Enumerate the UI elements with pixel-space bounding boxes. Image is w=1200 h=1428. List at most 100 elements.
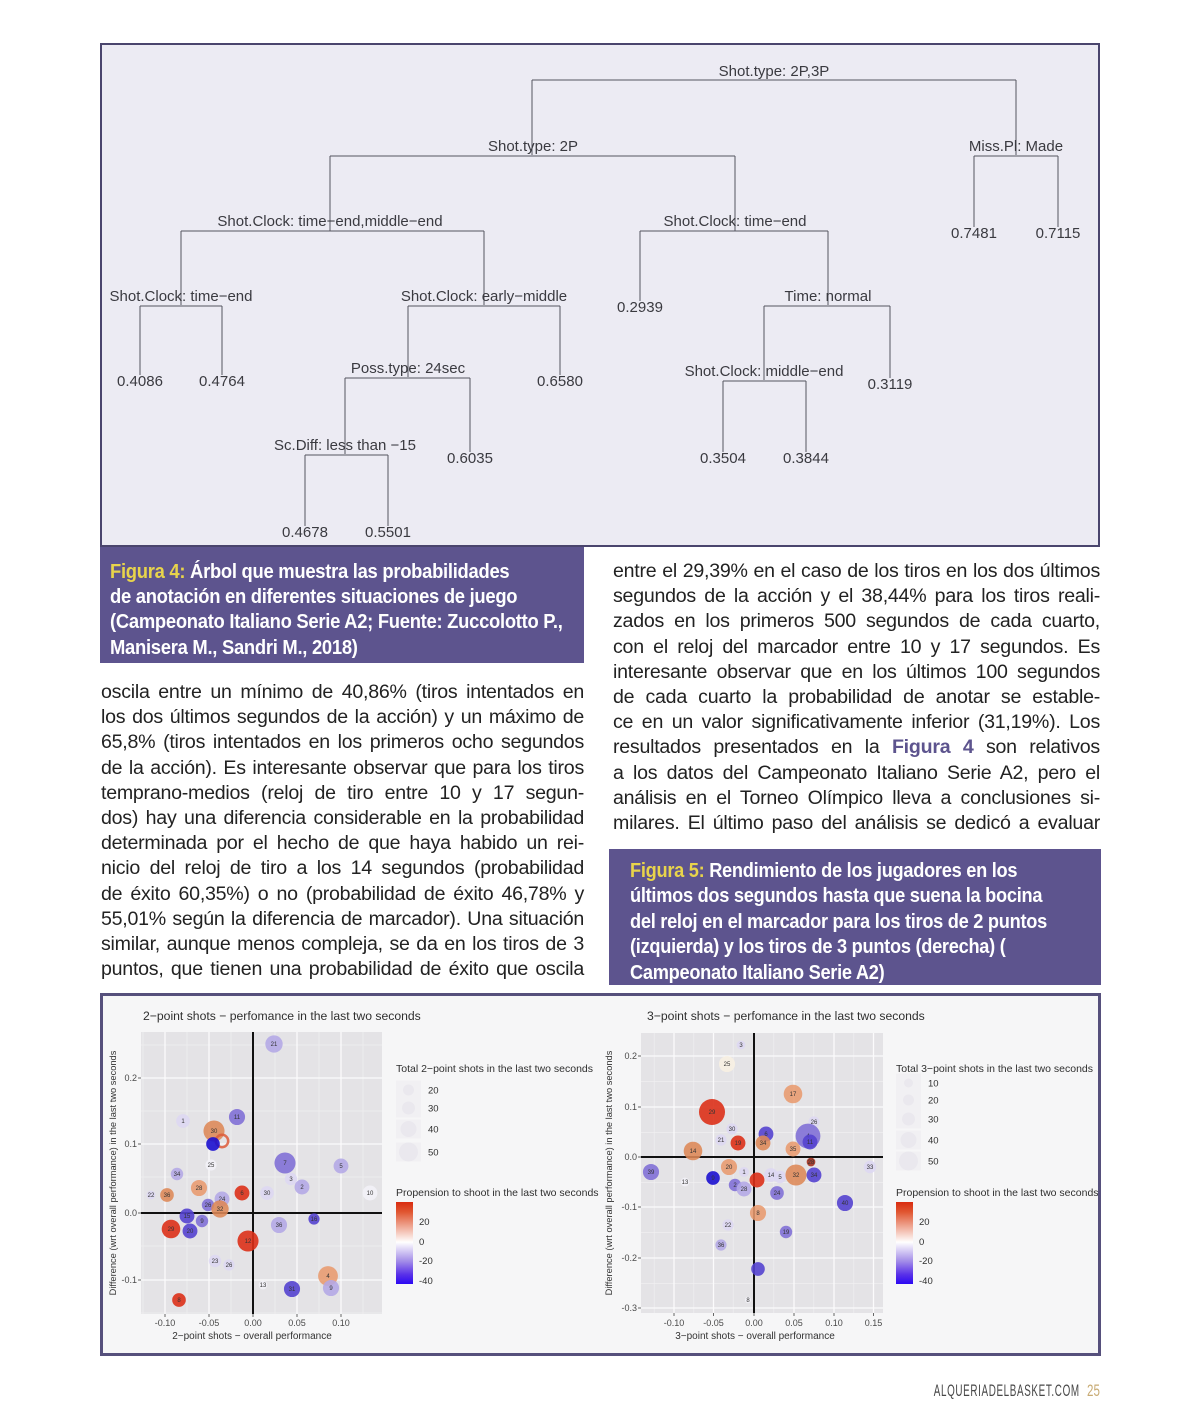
svg-text:1: 1 (181, 1119, 185, 1125)
svg-text:36: 36 (164, 1193, 171, 1199)
svg-text:21: 21 (718, 1138, 725, 1144)
svg-text:14: 14 (690, 1149, 697, 1155)
svg-text:0.4086: 0.4086 (117, 373, 163, 390)
svg-text:40: 40 (428, 1125, 439, 1136)
svg-text:Shot.Clock: time−end,middle−en: Shot.Clock: time−end,middle−end (217, 213, 442, 230)
svg-text:50: 50 (428, 1148, 439, 1159)
svg-text:Miss.Pl: Made: Miss.Pl: Made (969, 138, 1063, 155)
svg-text:2−point shots − overall perfor: 2−point shots − overall performance (172, 1331, 332, 1342)
svg-text:9: 9 (711, 1176, 715, 1182)
svg-text:0.4678: 0.4678 (282, 524, 328, 541)
svg-text:-20: -20 (919, 1256, 933, 1267)
svg-text:8: 8 (756, 1211, 760, 1217)
svg-text:-0.1: -0.1 (621, 1202, 637, 1212)
svg-text:0.05: 0.05 (288, 1318, 306, 1328)
svg-text:11: 11 (807, 1140, 814, 1146)
svg-text:0.5501: 0.5501 (365, 524, 411, 541)
svg-text:28: 28 (808, 1160, 815, 1166)
svg-text:20: 20 (928, 1096, 939, 1107)
svg-text:30: 30 (729, 1127, 736, 1133)
svg-text:32: 32 (793, 1173, 800, 1179)
svg-text:28: 28 (196, 1186, 203, 1192)
svg-text:31: 31 (289, 1287, 296, 1293)
svg-text:Sc.Diff: less than −15: Sc.Diff: less than −15 (274, 437, 416, 454)
svg-text:29: 29 (168, 1227, 175, 1233)
svg-text:-0.10: -0.10 (155, 1318, 176, 1328)
svg-text:-40: -40 (419, 1276, 433, 1287)
svg-text:Time: normal: Time: normal (785, 288, 872, 305)
svg-text:30: 30 (428, 1104, 439, 1115)
svg-text:3−point shots − perfomance in: 3−point shots − perfomance in the last t… (647, 1009, 925, 1023)
svg-text:Total 2−point shots in the las: Total 2−point shots in the last two seco… (396, 1063, 593, 1075)
svg-text:10: 10 (928, 1079, 939, 1090)
svg-text:Shot.Clock: time−end: Shot.Clock: time−end (664, 213, 807, 230)
svg-text:19: 19 (735, 1141, 742, 1147)
svg-text:-0.3: -0.3 (621, 1303, 637, 1313)
svg-text:8: 8 (746, 1298, 750, 1304)
svg-text:0.2: 0.2 (124, 1073, 137, 1083)
svg-text:32: 32 (217, 1207, 224, 1213)
svg-text:16: 16 (311, 1217, 318, 1223)
svg-text:0.2: 0.2 (624, 1051, 637, 1061)
svg-text:0.0: 0.0 (624, 1152, 637, 1162)
svg-text:8: 8 (177, 1298, 181, 1304)
svg-text:39: 39 (648, 1170, 655, 1176)
svg-text:0.0: 0.0 (124, 1208, 137, 1218)
svg-text:40: 40 (928, 1136, 939, 1147)
svg-text:0.7115: 0.7115 (1036, 225, 1081, 242)
svg-text:33: 33 (867, 1165, 874, 1171)
svg-text:0.15: 0.15 (865, 1318, 883, 1328)
svg-text:Difference (wrt overall perfor: Difference (wrt overall performance) in … (108, 1050, 118, 1295)
svg-text:21: 21 (271, 1042, 278, 1048)
svg-text:0.2939: 0.2939 (617, 299, 663, 316)
svg-text:20: 20 (726, 1165, 733, 1171)
svg-text:0.10: 0.10 (825, 1318, 843, 1328)
svg-text:34: 34 (811, 1173, 818, 1179)
svg-text:Poss.type: 24sec: Poss.type: 24sec (351, 360, 466, 377)
svg-text:0.10: 0.10 (332, 1318, 350, 1328)
svg-text:-40: -40 (919, 1276, 933, 1287)
svg-text:Shot.Clock: early−middle: Shot.Clock: early−middle (401, 288, 567, 305)
svg-text:0: 0 (419, 1237, 424, 1248)
svg-text:34: 34 (760, 1141, 767, 1147)
svg-text:30: 30 (211, 1129, 218, 1135)
svg-text:-0.05: -0.05 (703, 1318, 724, 1328)
svg-text:0.00: 0.00 (244, 1318, 262, 1328)
svg-text:7: 7 (283, 1161, 287, 1167)
svg-text:6: 6 (764, 1132, 768, 1138)
svg-text:25: 25 (724, 1062, 731, 1068)
svg-text:Propension to shoot in the las: Propension to shoot in the last two seco… (396, 1187, 599, 1199)
svg-text:10: 10 (367, 1191, 374, 1197)
svg-text:2: 2 (300, 1185, 304, 1191)
svg-text:13: 13 (260, 1283, 267, 1289)
svg-text:6: 6 (240, 1191, 244, 1197)
svg-text:26: 26 (811, 1120, 818, 1126)
svg-text:29: 29 (709, 1110, 716, 1116)
svg-text:0.05: 0.05 (785, 1318, 803, 1328)
svg-text:-20: -20 (419, 1256, 433, 1267)
svg-text:19: 19 (783, 1230, 790, 1236)
svg-text:17: 17 (790, 1092, 797, 1098)
svg-text:26: 26 (205, 1203, 212, 1209)
svg-text:28: 28 (741, 1187, 748, 1193)
svg-text:5: 5 (778, 1175, 782, 1181)
svg-text:50: 50 (928, 1157, 939, 1168)
svg-text:3: 3 (739, 1043, 743, 1049)
svg-text:22: 22 (725, 1223, 732, 1229)
svg-text:-0.10: -0.10 (664, 1318, 685, 1328)
svg-text:Shot.type: 2P,3P: Shot.type: 2P,3P (719, 63, 830, 80)
svg-text:0.00: 0.00 (745, 1318, 763, 1328)
svg-text:12: 12 (245, 1239, 252, 1245)
svg-text:9: 9 (329, 1286, 333, 1292)
svg-text:15: 15 (184, 1214, 191, 1220)
svg-text:2−point shots − perfomance in: 2−point shots − perfomance in the last t… (143, 1009, 421, 1023)
svg-text:Propension to shoot in the las: Propension to shoot in the last two seco… (896, 1187, 1098, 1199)
svg-text:26: 26 (226, 1263, 233, 1269)
svg-text:34: 34 (174, 1172, 181, 1178)
svg-text:24: 24 (774, 1191, 781, 1197)
svg-text:-0.05: -0.05 (199, 1318, 220, 1328)
svg-text:20: 20 (428, 1086, 439, 1097)
svg-text:-0.1: -0.1 (121, 1275, 137, 1285)
svg-text:0.1: 0.1 (124, 1139, 137, 1149)
svg-text:0.3844: 0.3844 (783, 450, 829, 467)
